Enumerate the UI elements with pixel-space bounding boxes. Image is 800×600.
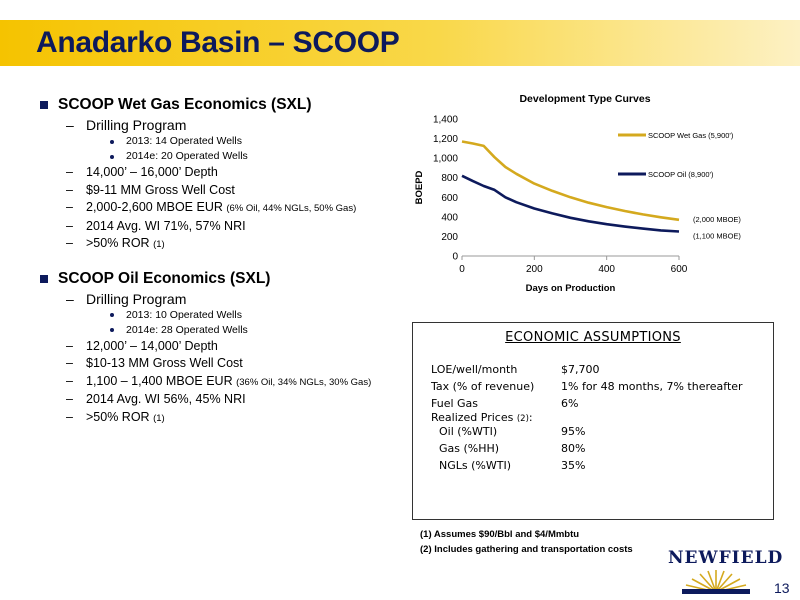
y-axis-label: BOEPD bbox=[414, 170, 425, 204]
y-tick-label: 0 bbox=[452, 252, 458, 263]
assumption-row: Fuel Gas 6% bbox=[431, 397, 579, 410]
footnote: (2) Includes gathering and transportatio… bbox=[420, 544, 633, 555]
y-tick-label: 600 bbox=[441, 193, 458, 204]
oil-heading: SCOOP Oil Economics (SXL) bbox=[40, 270, 410, 288]
list-item: – >50% ROR (1) bbox=[66, 236, 165, 250]
x-tick-label: 200 bbox=[526, 264, 543, 275]
footnotes: (1) Assumes $90/Bbl and $4/Mmbtu (2) Inc… bbox=[420, 527, 633, 557]
dot-bullet-icon bbox=[110, 313, 114, 317]
dot-bullet-icon bbox=[110, 139, 114, 144]
title-banner: Anadarko Basin – SCOOP bbox=[0, 20, 800, 66]
program-item: 2014e: 28 Operated Wells bbox=[110, 323, 410, 338]
footnote: (1) Assumes $90/Bbl and $4/Mmbtu bbox=[420, 529, 580, 540]
page-number: 13 bbox=[774, 580, 790, 596]
assumption-row: Tax (% of revenue) 1% for 48 months, 7% t… bbox=[431, 380, 743, 393]
y-tick-label: 200 bbox=[441, 232, 458, 243]
series-end-label: (1,100 MBOE) bbox=[693, 232, 741, 241]
sunburst-icon bbox=[682, 570, 750, 594]
x-tick-label: 0 bbox=[459, 264, 465, 275]
legend-label: SCOOP Wet Gas (5,900') bbox=[648, 131, 734, 140]
logo-wordmark: NEWFIELD bbox=[668, 548, 784, 568]
y-tick-label: 800 bbox=[441, 173, 458, 184]
list-item: –2014 Avg. WI 56%, 45% NRI bbox=[66, 392, 246, 406]
list-item: – >50% ROR (1) bbox=[66, 409, 165, 424]
type-curve-chart: Development Type Curves 0 200 400 600 800 1,00… bbox=[414, 93, 741, 294]
program-item: 2013: 10 Operated Wells bbox=[110, 308, 410, 323]
chart-title: Development Type Curves bbox=[519, 93, 650, 105]
oil-drilling-label: – Drilling Program bbox=[66, 290, 187, 307]
wet-gas-drilling-label: – Drilling Program bbox=[66, 117, 187, 133]
assumption-row: LOE/well/month $7,700 bbox=[431, 363, 600, 376]
wet-gas-heading: SCOOP Wet Gas Economics (SXL) bbox=[40, 96, 410, 114]
y-tick-label: 1,400 bbox=[433, 115, 458, 126]
assumption-row: Oil (%WTI) 95% bbox=[439, 425, 586, 438]
x-tick-label: 600 bbox=[671, 264, 688, 275]
legend-label: SCOOP Oil (8,900') bbox=[648, 170, 714, 179]
assumptions-heading: ECONOMIC ASSUMPTIONS bbox=[505, 330, 681, 345]
list-item: –2014 Avg. WI 71%, 57% NRI bbox=[66, 218, 246, 233]
series-line bbox=[461, 174, 680, 233]
list-item: – $9-11 MM Gross Well Cost bbox=[66, 182, 235, 197]
newfield-logo: NEWFIELD bbox=[668, 548, 784, 594]
square-bullet-icon bbox=[40, 274, 48, 283]
assumption-row: NGLs (%WTI) 35% bbox=[439, 459, 586, 472]
y-tick-label: 400 bbox=[441, 212, 458, 223]
series-end-label: (2,000 MBOE) bbox=[693, 215, 741, 224]
list-item: –2,000-2,600 MBOE EUR (6% Oil, 44% NGLs,… bbox=[66, 200, 357, 214]
square-bullet-icon bbox=[40, 101, 48, 109]
assumption-row: Gas (%HH) 80% bbox=[439, 442, 586, 455]
list-item: –1,100 – 1,400 MBOE EUR (36% Oil, 34% NG… bbox=[66, 373, 372, 388]
series-line bbox=[461, 140, 680, 222]
x-axis-label: Days on Production bbox=[526, 283, 616, 294]
economic-assumptions-box: ECONOMIC ASSUMPTIONS LOE/well/month $7,70… bbox=[412, 322, 774, 520]
left-column: SCOOP Wet Gas Economics (SXL) – Drilling … bbox=[40, 96, 410, 427]
dot-bullet-icon bbox=[110, 154, 114, 159]
x-tick-label: 400 bbox=[598, 264, 615, 275]
list-item: –14,000’ – 16,000’ Depth bbox=[66, 165, 218, 179]
assumption-row: Realized Prices (2): bbox=[431, 411, 533, 424]
program-item: 2014e: 20 Operated Wells bbox=[110, 149, 410, 164]
program-item: 2013: 14 Operated Wells bbox=[110, 134, 410, 149]
page-title: Anadarko Basin – SCOOP bbox=[36, 26, 400, 59]
dot-bullet-icon bbox=[110, 328, 114, 332]
list-item: –12,000’ – 14,000’ Depth bbox=[66, 338, 218, 353]
y-tick-label: 1,200 bbox=[433, 134, 458, 145]
list-item: – $10-13 MM Gross Well Cost bbox=[66, 356, 243, 370]
y-tick-label: 1,000 bbox=[433, 154, 458, 165]
